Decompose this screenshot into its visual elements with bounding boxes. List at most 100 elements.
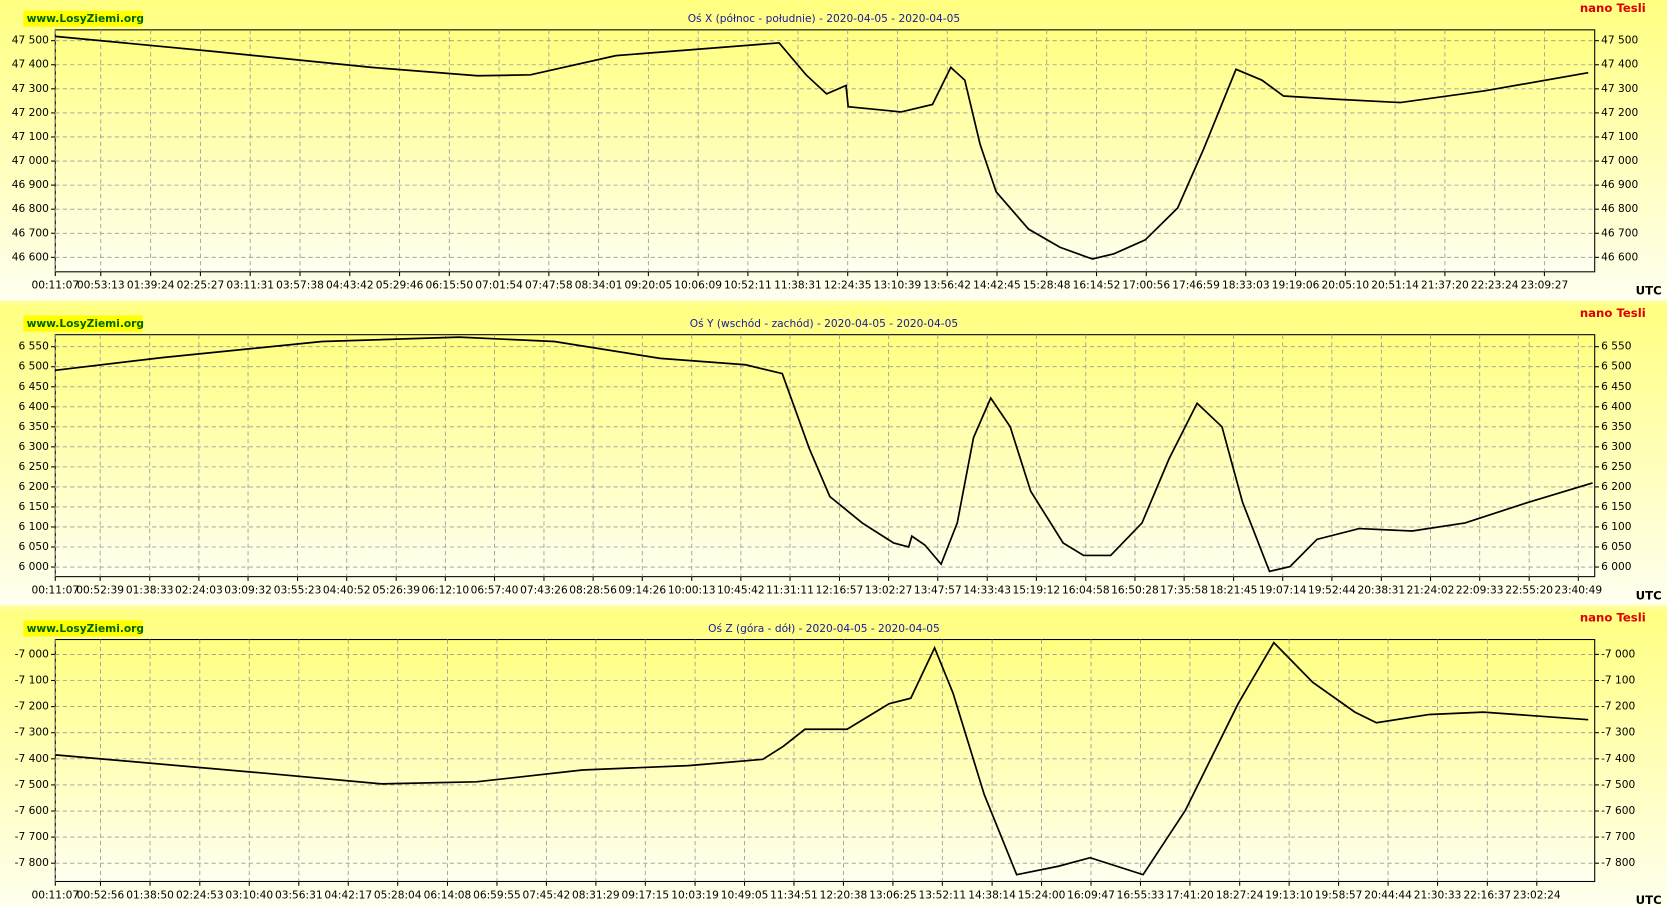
- y-tick-label-right: -7 400: [1601, 752, 1635, 765]
- y-tick-label: 47 000: [12, 154, 49, 167]
- y-tick-label-right: 6 300: [1601, 440, 1632, 453]
- x-tick-label: 09:17:15: [621, 888, 669, 901]
- x-tick-label: 23:09:27: [1521, 279, 1569, 292]
- x-tick-label: 22:55:20: [1505, 583, 1553, 596]
- x-tick-label: 13:02:27: [865, 583, 913, 596]
- y-tick-label: 46 700: [12, 226, 49, 239]
- y-tick-label-right: 6 000: [1601, 560, 1632, 573]
- x-tick-label: 19:19:06: [1272, 279, 1320, 292]
- x-tick-label: 22:16:37: [1463, 888, 1511, 901]
- x-tick-label: 23:02:24: [1513, 888, 1561, 901]
- y-tick-label: 6 000: [19, 560, 50, 573]
- y-tick-label-right: 47 400: [1601, 58, 1638, 71]
- y-tick-label-right: 47 500: [1601, 34, 1638, 47]
- x-tick-label: 00:11:07: [31, 583, 79, 596]
- x-tick-label: 13:52:11: [919, 888, 967, 901]
- x-tick-label: 10:49:05: [721, 888, 769, 901]
- y-tick-label: -7 200: [15, 700, 49, 713]
- data-line: [55, 336, 1593, 573]
- y-tick-label: 47 200: [12, 106, 49, 119]
- y-tick-label-right: 6 450: [1601, 380, 1632, 393]
- y-tick-label-right: 47 100: [1601, 130, 1638, 143]
- x-tick-label: 09:14:26: [618, 583, 666, 596]
- x-tick-label: 05:29:46: [376, 279, 424, 292]
- y-tick-label-right: 47 300: [1601, 82, 1638, 95]
- y-tick-label: 46 600: [12, 250, 49, 263]
- y-tick-label: 6 200: [19, 480, 50, 493]
- x-tick-label: 22:09:33: [1456, 583, 1504, 596]
- x-tick-label: 04:43:42: [326, 279, 374, 292]
- x-axis-label: UTC: [1636, 588, 1662, 602]
- x-tick-label: 15:28:48: [1023, 279, 1071, 292]
- x-tick-label: 07:01:54: [475, 279, 523, 292]
- x-tick-label: 15:19:12: [1013, 583, 1061, 596]
- unit-label: nano Tesli: [1580, 306, 1646, 320]
- x-tick-label: 11:34:51: [770, 888, 818, 901]
- y-tick-label: -7 400: [15, 752, 49, 765]
- y-tick-label-right: 47 200: [1601, 106, 1638, 119]
- x-tick-label: 22:23:24: [1471, 279, 1519, 292]
- x-tick-label: 02:25:27: [177, 279, 225, 292]
- x-tick-label: 18:33:03: [1222, 279, 1270, 292]
- y-tick-label: -7 600: [15, 804, 49, 817]
- y-tick-label: -7 000: [15, 647, 49, 660]
- x-tick-label: 05:28:04: [374, 888, 422, 901]
- x-tick-label: 16:55:33: [1117, 888, 1165, 901]
- plot-area: [54, 638, 1596, 883]
- x-tick-label: 20:51:14: [1371, 279, 1419, 292]
- y-tick-label-right: 6 250: [1601, 460, 1632, 473]
- x-tick-label: 10:03:19: [671, 888, 719, 901]
- y-tick-label: 46 900: [12, 178, 49, 191]
- x-tick-label: 04:42:17: [324, 888, 372, 901]
- y-tick-label-right: -7 800: [1601, 856, 1635, 869]
- x-tick-label: 17:35:58: [1160, 583, 1208, 596]
- x-tick-label: 10:45:42: [717, 583, 765, 596]
- y-tick-label: 6 100: [19, 520, 50, 533]
- y-tick-label: 47 300: [12, 82, 49, 95]
- x-tick-label: 18:27:24: [1216, 888, 1264, 901]
- x-tick-label: 00:52:39: [76, 583, 124, 596]
- x-tick-label: 20:05:10: [1321, 279, 1369, 292]
- y-tick-label-right: -7 600: [1601, 804, 1635, 817]
- x-tick-label: 03:11:31: [226, 279, 274, 292]
- x-tick-label: 21:37:20: [1421, 279, 1469, 292]
- x-tick-label: 08:28:56: [569, 583, 617, 596]
- x-tick-label: 19:58:57: [1315, 888, 1363, 901]
- unit-label: nano Tesli: [1580, 1, 1646, 15]
- y-tick-label-right: 46 700: [1601, 226, 1638, 239]
- chart-title: Oś Y (wschód - zachód) - 2020-04-05 - 20…: [690, 317, 958, 330]
- y-tick-label: 6 450: [19, 380, 50, 393]
- x-tick-label: 16:09:47: [1067, 888, 1115, 901]
- x-tick-label: 13:06:25: [869, 888, 917, 901]
- x-tick-label: 02:24:03: [175, 583, 223, 596]
- x-tick-label: 06:57:40: [471, 583, 519, 596]
- y-tick-label: 6 500: [19, 360, 50, 373]
- y-tick-label-right: 6 350: [1601, 420, 1632, 433]
- x-tick-label: 06:14:08: [424, 888, 472, 901]
- x-tick-label: 21:30:33: [1414, 888, 1462, 901]
- x-tick-label: 16:14:52: [1073, 279, 1121, 292]
- y-tick-label-right: -7 700: [1601, 830, 1635, 843]
- x-tick-label: 02:24:53: [176, 888, 224, 901]
- plot-area: [54, 334, 1596, 578]
- source-label: www.LosyZiemi.org: [27, 317, 144, 330]
- source-label: www.LosyZiemi.org: [27, 12, 144, 25]
- data-line: [55, 641, 1589, 876]
- x-tick-label: 10:00:13: [668, 583, 716, 596]
- x-axis-label: UTC: [1636, 893, 1662, 906]
- y-tick-label: 6 400: [19, 400, 50, 413]
- x-tick-label: 21:24:02: [1407, 583, 1455, 596]
- x-tick-label: 08:34:01: [575, 279, 623, 292]
- y-tick-label-right: 46 900: [1601, 178, 1638, 191]
- x-tick-label: 12:24:35: [824, 279, 872, 292]
- data-line: [55, 35, 1589, 260]
- source-label: www.LosyZiemi.org: [27, 622, 144, 635]
- y-tick-label-right: 6 400: [1601, 400, 1632, 413]
- x-tick-label: 06:12:10: [422, 583, 470, 596]
- panel: www.LosyZiemi.org Oś Y (wschód - zachód) …: [0, 304, 1667, 606]
- source-highlight: [23, 10, 143, 27]
- x-tick-label: 03:56:31: [275, 888, 323, 901]
- x-tick-label: 10:52:11: [724, 279, 772, 292]
